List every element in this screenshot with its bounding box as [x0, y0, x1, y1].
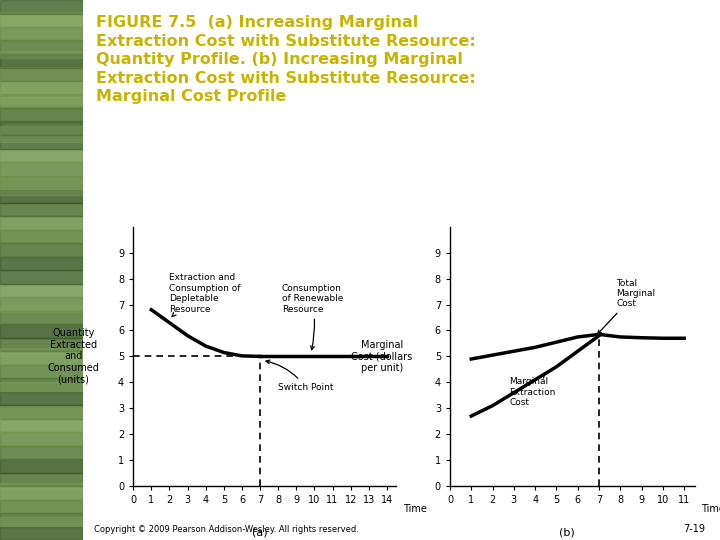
Bar [0, 148, 83, 162]
Bar [0, 486, 83, 500]
Bar [0, 500, 83, 513]
Text: FIGURE 7.5  (a) Increasing Marginal
Extraction Cost with Substitute Resource:
Qu: FIGURE 7.5 (a) Increasing Marginal Extra… [96, 15, 475, 104]
Y-axis label: Quantity
Extracted
and
Consumed
(units): Quantity Extracted and Consumed (units) [48, 328, 99, 384]
Bar [0, 189, 83, 202]
Bar [0, 483, 83, 490]
Bar [0, 176, 83, 189]
Bar [0, 51, 83, 58]
Bar [0, 88, 83, 105]
Bar [0, 517, 83, 525]
Text: Switch Point: Switch Point [266, 360, 333, 392]
Bar [0, 0, 83, 14]
Bar [0, 405, 83, 418]
Bar [0, 348, 83, 356]
Bar [0, 202, 83, 216]
Text: Total
Marginal
Cost: Total Marginal Cost [598, 279, 655, 334]
Bar [0, 135, 83, 148]
Bar [0, 162, 83, 176]
Bar [0, 243, 83, 256]
Bar [0, 81, 83, 94]
Text: Marginal
Extraction
Cost: Marginal Extraction Cost [510, 374, 556, 407]
Bar [0, 351, 83, 364]
Text: Time: Time [403, 504, 427, 514]
Bar [0, 94, 83, 108]
Bar [0, 513, 83, 526]
Bar [0, 338, 83, 351]
Bar [0, 310, 83, 324]
Bar [0, 189, 83, 195]
Bar [0, 216, 83, 229]
Bar [0, 256, 83, 270]
Bar [0, 40, 83, 54]
Bar [0, 67, 83, 83]
Text: 7-19: 7-19 [683, 523, 706, 534]
Bar [0, 418, 83, 432]
Bar [0, 324, 83, 338]
Bar [0, 297, 83, 310]
Bar [0, 27, 83, 40]
Bar [0, 126, 83, 143]
Bar [0, 432, 83, 445]
Bar [0, 392, 83, 405]
Bar [0, 108, 83, 122]
Bar [0, 14, 83, 27]
Text: Time: Time [701, 504, 720, 514]
Bar [0, 284, 83, 297]
Text: Copyright © 2009 Pearson Addison-Wesley. All rights reserved.: Copyright © 2009 Pearson Addison-Wesley.… [94, 524, 359, 534]
Text: (b): (b) [559, 528, 575, 538]
Bar [0, 446, 83, 459]
Y-axis label: Marginal
Cost (dollars
per unit): Marginal Cost (dollars per unit) [351, 340, 413, 373]
Bar [0, 526, 83, 540]
Bar [0, 364, 83, 378]
Text: Consumption
of Renewable
Resource: Consumption of Renewable Resource [282, 284, 343, 350]
Bar [0, 122, 83, 135]
Bar [0, 472, 83, 486]
Bar [0, 382, 83, 392]
Bar [0, 175, 83, 189]
Bar [0, 270, 83, 284]
Text: (a): (a) [252, 528, 268, 538]
Bar [0, 378, 83, 392]
Bar [0, 12, 83, 23]
Text: Extraction and
Consumption of
Depletable
Resource: Extraction and Consumption of Depletable… [169, 273, 241, 317]
Bar [0, 68, 83, 81]
Bar [0, 406, 83, 421]
Bar [0, 408, 83, 422]
Bar [0, 97, 83, 103]
Bar [0, 459, 83, 472]
Bar [0, 54, 83, 68]
Bar [0, 230, 83, 243]
Bar [0, 306, 83, 312]
